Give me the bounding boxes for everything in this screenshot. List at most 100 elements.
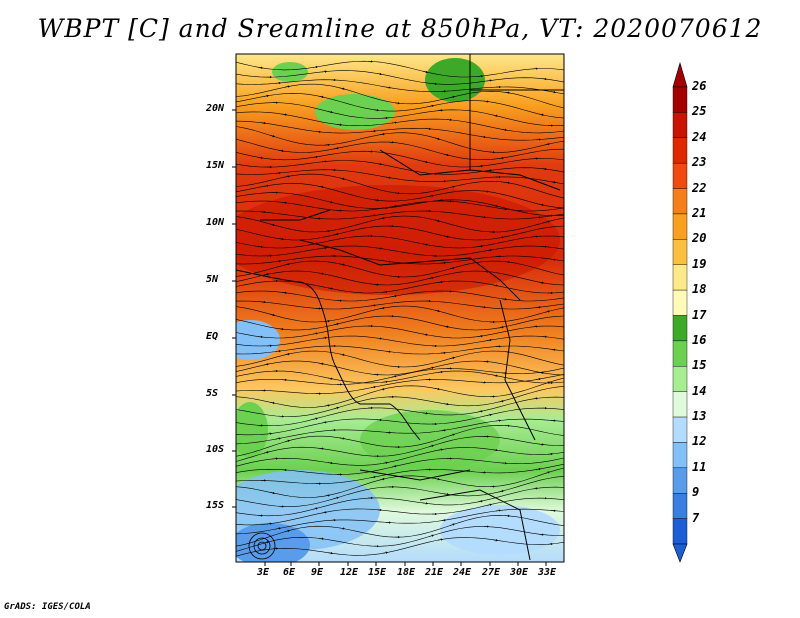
streamline-arrow [327, 201, 334, 204]
streamline-arrow [379, 217, 386, 220]
streamline-arrow [263, 94, 270, 98]
streamline-arrow [312, 65, 319, 69]
streamline-arrow [333, 406, 340, 410]
streamline-arrow [483, 190, 490, 193]
colorbar-swatch [672, 112, 688, 138]
streamline-arrow [498, 326, 505, 329]
streamline-arrow [370, 304, 377, 307]
lon-label: 15E [368, 567, 387, 578]
streamline-arrow [370, 475, 377, 479]
streamline-arrow [376, 162, 383, 166]
streamline-arrow [437, 448, 444, 451]
streamline-arrow [321, 511, 328, 514]
colorbar-label: 21 [692, 205, 707, 220]
streamline-arrow [269, 313, 276, 317]
lat-label: 10N [206, 217, 225, 228]
lat-label: 5N [206, 274, 219, 285]
streamline-arrow [327, 377, 334, 380]
streamline [236, 93, 564, 119]
streamline-arrow [385, 86, 392, 89]
lon-label: 27E [482, 567, 501, 578]
streamline-arrow [483, 100, 490, 103]
streamline-arrow [385, 350, 392, 353]
streamline-arrow [449, 356, 456, 360]
streamline-arrow [324, 494, 331, 497]
streamline-arrow [449, 433, 456, 436]
colorbar-swatch [672, 315, 688, 342]
streamline-arrow [449, 266, 456, 270]
streamline-arrow [321, 421, 328, 424]
colorbar-label: 20 [692, 231, 707, 246]
streamline-arrow [428, 366, 435, 369]
streamline-arrow [339, 527, 346, 530]
streamline [236, 160, 564, 175]
streamline-arrow [391, 121, 398, 124]
streamline-arrow [477, 334, 484, 338]
streamline [236, 138, 564, 161]
streamline-arrow [391, 294, 398, 298]
green-patch-ne [425, 58, 485, 102]
streamline-arrow [501, 207, 508, 211]
map-title: WBPT [C] and Sreamline at 850hPa, VT: 20… [37, 14, 763, 43]
map-frame [235, 53, 565, 563]
blue-patch-se [440, 505, 560, 555]
streamline-arrow [550, 348, 557, 351]
streamline-arrow [437, 280, 444, 284]
colorbar-swatch [672, 213, 688, 240]
streamline-arrow [495, 509, 502, 512]
streamline-arrow [480, 135, 487, 139]
streamline-arrow [434, 137, 441, 140]
streamline-arrow [440, 519, 447, 522]
streamline-arrow [486, 249, 493, 252]
streamline-arrow [544, 471, 551, 474]
streamline-arrow [257, 245, 264, 249]
streamline-arrow [269, 491, 276, 495]
streamline-arrow [535, 377, 542, 381]
streamline-arrow [501, 297, 508, 301]
streamline [236, 508, 564, 535]
streamline-arrow [538, 281, 545, 284]
colorbar-swatch [672, 340, 688, 367]
streamline-arrow [312, 417, 319, 420]
streamline-arrow [492, 374, 499, 377]
coastlines [236, 54, 564, 561]
streamline-arrow [318, 447, 325, 450]
streamline-arrow [492, 539, 499, 542]
streamline [236, 210, 564, 220]
streamline-arrow [284, 529, 291, 532]
streamline-arrow [373, 108, 380, 112]
streamline-arrow [269, 134, 276, 138]
green-patch-n [315, 94, 395, 130]
colorbar-swatch [672, 467, 688, 494]
streamline-arrow [339, 353, 346, 356]
streamline-arrow [443, 402, 450, 406]
streamline-arrow [327, 287, 334, 290]
lon-label: 9E [311, 567, 324, 578]
streamline-arrow [428, 444, 435, 448]
streamline [236, 374, 564, 394]
warm-core [236, 185, 560, 295]
streamline [236, 537, 564, 557]
streamline [236, 290, 564, 302]
colorbar-label: 15 [692, 358, 707, 373]
streamline-arrow [318, 537, 325, 540]
streamline [236, 111, 564, 134]
streamline-arrow [370, 385, 377, 389]
streamline-arrow [275, 260, 282, 263]
streamline-arrow [544, 143, 551, 146]
streamline-arrow [492, 284, 499, 287]
streamline-arrow [318, 362, 325, 365]
streamline-arrow [486, 338, 493, 342]
streamline-arrow [275, 527, 282, 530]
streamline-arrow [449, 523, 456, 526]
streamline-arrow [477, 410, 484, 413]
streamline [236, 396, 564, 427]
streamline-arrow [278, 237, 285, 241]
streamline-arrow [281, 291, 288, 294]
colorbar-top-triangle [672, 61, 688, 88]
streamline-arrow [318, 185, 325, 189]
streamline-arrow [379, 306, 386, 310]
streamline [236, 270, 564, 286]
streamline-arrow [370, 214, 377, 217]
